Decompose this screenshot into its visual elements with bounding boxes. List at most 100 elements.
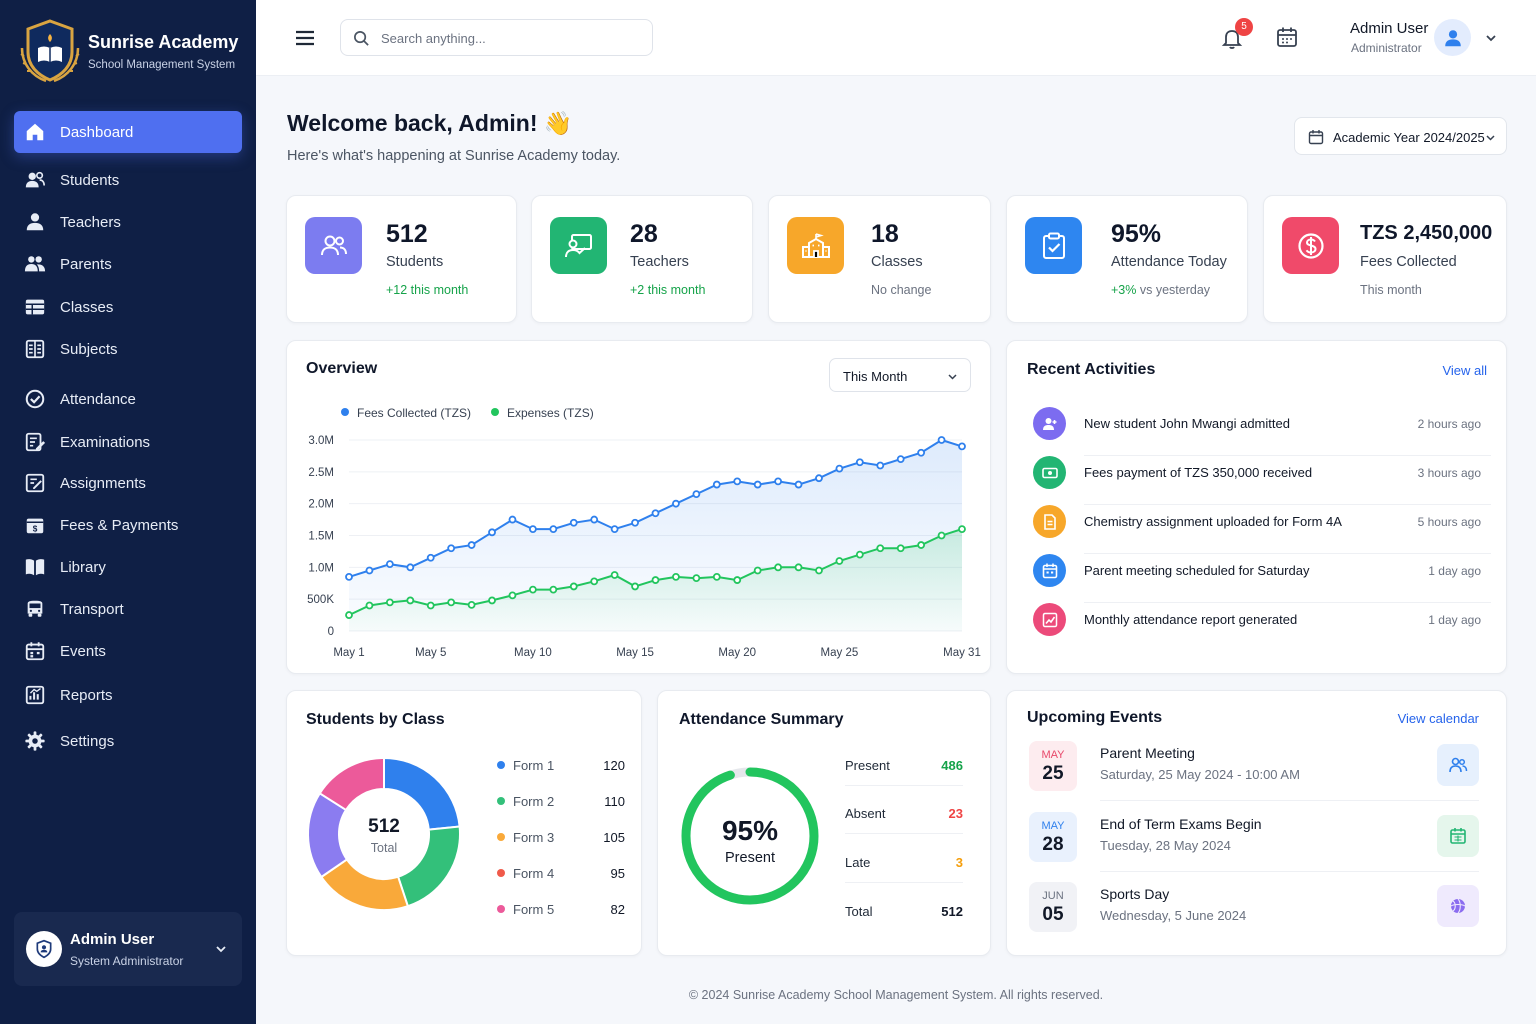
data-point[interactable] xyxy=(385,598,394,607)
data-point[interactable] xyxy=(896,544,905,553)
data-point[interactable] xyxy=(958,525,966,534)
sidebar-user-card[interactable]: Admin User System Administrator xyxy=(14,912,242,986)
data-point[interactable] xyxy=(569,582,578,591)
data-point[interactable] xyxy=(508,591,517,600)
sidebar-item-examinations[interactable]: Examinations xyxy=(14,421,242,463)
stat-card-fees[interactable]: TZS 2,450,000 Fees Collected This month xyxy=(1263,195,1507,323)
event-action-button[interactable] xyxy=(1437,885,1479,927)
activity-item[interactable]: Fees payment of TZS 350,000 received 3 h… xyxy=(1027,456,1491,505)
activity-item[interactable]: New student John Mwangi admitted 2 hours… xyxy=(1027,407,1491,456)
data-point[interactable] xyxy=(733,477,742,486)
event-action-button[interactable] xyxy=(1437,744,1479,786)
activity-item[interactable]: Chemistry assignment uploaded for Form 4… xyxy=(1027,505,1491,554)
data-point[interactable] xyxy=(610,525,619,534)
data-point[interactable] xyxy=(406,596,415,605)
data-point[interactable] xyxy=(753,480,762,489)
data-point[interactable] xyxy=(365,601,374,610)
event-item[interactable]: JUN 05 Sports Day Wednesday, 5 June 2024 xyxy=(1027,882,1479,944)
bell-icon[interactable] xyxy=(1220,26,1244,50)
data-point[interactable] xyxy=(815,566,823,575)
data-point[interactable] xyxy=(426,553,435,562)
data-point[interactable] xyxy=(528,585,537,594)
data-point[interactable] xyxy=(651,576,660,584)
data-point[interactable] xyxy=(467,541,476,549)
data-point[interactable] xyxy=(712,480,721,489)
data-point[interactable] xyxy=(590,577,599,586)
view-calendar-link[interactable]: View calendar xyxy=(1397,711,1479,726)
event-item[interactable]: MAY 25 Parent Meeting Saturday, 25 May 20… xyxy=(1027,741,1479,803)
data-point[interactable] xyxy=(631,518,639,527)
sidebar-item-subjects[interactable]: Subjects xyxy=(14,328,242,370)
data-point[interactable] xyxy=(426,601,435,610)
data-point[interactable] xyxy=(917,541,926,549)
sidebar-item-parents[interactable]: Parents xyxy=(14,243,242,285)
academic-year-select[interactable]: Academic Year 2024/2025 xyxy=(1294,117,1507,155)
data-point[interactable] xyxy=(815,474,823,483)
data-point[interactable] xyxy=(590,515,599,524)
data-point[interactable] xyxy=(345,572,353,581)
sidebar-item-assignments[interactable]: Assignments xyxy=(14,462,242,504)
data-point[interactable] xyxy=(467,600,476,609)
sidebar-item-fees[interactable]: $ Fees & Payments xyxy=(14,504,242,546)
data-point[interactable] xyxy=(794,480,803,489)
data-point[interactable] xyxy=(692,574,701,583)
sidebar-item-students[interactable]: Students xyxy=(14,159,242,201)
calendar-icon[interactable] xyxy=(1276,26,1298,48)
data-point[interactable] xyxy=(855,458,864,467)
sidebar-item-teachers[interactable]: Teachers xyxy=(14,201,242,243)
sidebar-item-events[interactable]: Events xyxy=(14,630,242,672)
event-action-button[interactable] xyxy=(1437,815,1479,857)
chevron-down-icon[interactable] xyxy=(1484,31,1498,45)
stat-card-attendance[interactable]: 95% Attendance Today +3% vs yesterday xyxy=(1006,195,1248,323)
stat-card-students[interactable]: 512 Students +12 this month xyxy=(286,195,517,323)
activity-item[interactable]: Monthly attendance report generated 1 da… xyxy=(1027,603,1491,652)
data-point[interactable] xyxy=(692,490,701,499)
sidebar-item-transport[interactable]: Transport xyxy=(14,588,242,630)
avatar[interactable] xyxy=(1434,19,1471,56)
data-point[interactable] xyxy=(488,596,496,605)
donut-slice[interactable] xyxy=(318,756,385,812)
sidebar-item-attendance[interactable]: Attendance xyxy=(14,378,242,420)
data-point[interactable] xyxy=(447,544,456,553)
data-point[interactable] xyxy=(447,598,456,607)
data-point[interactable] xyxy=(937,436,946,444)
data-point[interactable] xyxy=(365,566,374,575)
data-point[interactable] xyxy=(917,448,926,457)
data-point[interactable] xyxy=(549,585,558,594)
sidebar-item-dashboard[interactable]: Dashboard xyxy=(14,111,242,153)
data-point[interactable] xyxy=(651,509,660,518)
brand[interactable]: Sunrise Academy School Management System xyxy=(18,18,238,84)
data-point[interactable] xyxy=(672,572,680,581)
data-point[interactable] xyxy=(774,563,783,572)
data-point[interactable] xyxy=(631,582,639,591)
data-point[interactable] xyxy=(385,560,394,569)
data-point[interactable] xyxy=(488,528,496,537)
data-point[interactable] xyxy=(876,544,885,553)
activity-item[interactable]: Parent meeting scheduled for Saturday 1 … xyxy=(1027,554,1491,603)
data-point[interactable] xyxy=(733,576,742,584)
data-point[interactable] xyxy=(958,442,966,451)
data-point[interactable] xyxy=(508,515,517,524)
chevron-down-icon[interactable] xyxy=(214,942,228,956)
data-point[interactable] xyxy=(896,455,905,463)
data-point[interactable] xyxy=(835,464,844,473)
data-point[interactable] xyxy=(345,611,353,619)
search-input[interactable] xyxy=(381,28,641,48)
event-item[interactable]: MAY 28 End of Term Exams Begin Tuesday, 2… xyxy=(1027,812,1479,874)
data-point[interactable] xyxy=(528,525,537,534)
sidebar-item-settings[interactable]: Settings xyxy=(14,720,242,762)
stat-card-classes[interactable]: 18 Classes No change xyxy=(768,195,991,323)
data-point[interactable] xyxy=(549,525,558,534)
data-point[interactable] xyxy=(672,499,680,508)
data-point[interactable] xyxy=(835,557,844,565)
stat-card-teachers[interactable]: 28 Teachers +2 this month xyxy=(531,195,753,323)
data-point[interactable] xyxy=(712,572,721,581)
data-point[interactable] xyxy=(855,550,864,559)
sidebar-item-classes[interactable]: Classes xyxy=(14,286,242,328)
data-point[interactable] xyxy=(569,518,578,527)
sidebar-item-reports[interactable]: Reports xyxy=(14,674,242,716)
donut-slice[interactable] xyxy=(396,825,461,908)
data-point[interactable] xyxy=(937,531,946,540)
sidebar-item-library[interactable]: Library xyxy=(14,546,242,588)
data-point[interactable] xyxy=(753,566,762,575)
